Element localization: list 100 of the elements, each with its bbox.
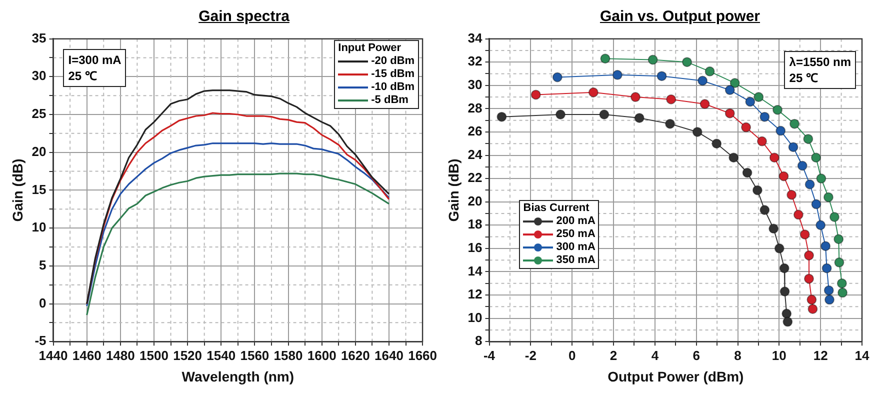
y-axis-title: Gain (dB) [445,158,462,222]
x-tick-label: -4 [483,348,496,363]
y-tick-label: 20 [32,144,46,159]
x-tick-label: 1440 [38,348,68,363]
point [704,66,715,76]
point [776,126,786,136]
point [824,285,834,296]
point [836,278,847,288]
point [800,229,810,240]
point [838,288,848,298]
point [742,168,752,178]
x-tick-label: 1560 [240,348,270,363]
x-tick-label: 4 [651,348,660,363]
point [793,210,804,220]
point [496,112,507,122]
point [752,185,762,196]
x-tick-label: 14 [854,348,870,363]
x-tick-label: 6 [692,348,700,363]
point [782,316,793,327]
y-tick-label: 12 [468,286,482,302]
x-axis-title: Wavelength (nm) [182,368,294,384]
point [774,243,784,254]
point [741,122,752,132]
point [599,110,610,120]
point [754,92,764,102]
point [786,190,797,200]
point [630,92,640,102]
point [612,70,622,80]
point [730,78,740,88]
y-tick-label: 22 [468,170,482,186]
legend-title: Bias Current [523,202,590,216]
y-tick-label: 26 [468,124,482,139]
point [745,96,756,107]
y-tick-label: 25 [32,106,46,122]
y-tick-label: 0 [39,295,46,310]
point [768,224,779,234]
point [806,294,817,305]
x-tick-label: 1640 [374,348,404,363]
point [811,199,822,210]
point [772,104,783,115]
point [760,112,770,122]
legend-label: -10 dBm [371,80,415,94]
point [811,152,822,163]
point [555,110,566,120]
point [820,241,831,252]
annotation: 25 ℃ [68,68,98,84]
point [666,94,676,104]
point [834,257,844,268]
point [829,212,840,222]
point [756,136,767,146]
x-tick-label: 2 [610,348,618,363]
point [834,234,844,244]
legend-label: -5 dBm [371,94,408,107]
point [724,85,735,96]
y-tick-label: -5 [34,333,46,348]
x-tick-label: 1520 [173,348,202,363]
point [692,126,702,137]
y-tick-label: 28 [468,100,482,116]
point [808,304,818,314]
point [760,205,770,215]
x-axis-title: Output Power (dBm) [608,368,744,384]
y-axis-title: Gain (dB) [9,158,26,222]
legend-label: 300 mA [556,241,596,254]
legend-label: -15 dBm [371,68,415,81]
y-tick-label: 5 [39,257,46,272]
annotation: λ=1550 nm [789,54,851,70]
y-tick-label: 16 [468,240,482,256]
y-tick-label: 14 [468,263,484,278]
point [816,174,826,184]
point [634,112,644,123]
point [816,220,826,230]
x-tick-label: 1660 [408,348,437,363]
x-tick-label: 1580 [274,348,303,363]
y-tick-label: 10 [468,310,482,325]
x-tick-label: 8 [734,348,742,363]
chart-title: Gain vs. Output power [598,8,761,27]
x-tick-label: 1600 [307,348,336,363]
point [700,99,710,110]
y-tick-label: 18 [468,216,482,232]
point [665,118,676,129]
x-tick-label: -2 [524,348,536,363]
point [600,54,610,64]
point [782,308,792,319]
point [778,171,789,182]
point [804,274,814,284]
point [656,71,667,82]
legend-label: -20 dBm [371,54,415,68]
point [724,108,735,118]
x-tick-label: 10 [772,348,786,363]
point [728,152,739,163]
point [552,72,562,82]
y-tick-label: 32 [468,54,482,69]
x-tick-label: 1480 [106,348,135,363]
point [788,142,798,152]
point [803,134,814,144]
y-tick-label: 35 [32,30,46,46]
y-tick-label: 30 [32,68,46,84]
y-tick-label: 34 [468,30,484,46]
point [804,179,815,190]
legend-label: 250 mA [556,228,596,242]
